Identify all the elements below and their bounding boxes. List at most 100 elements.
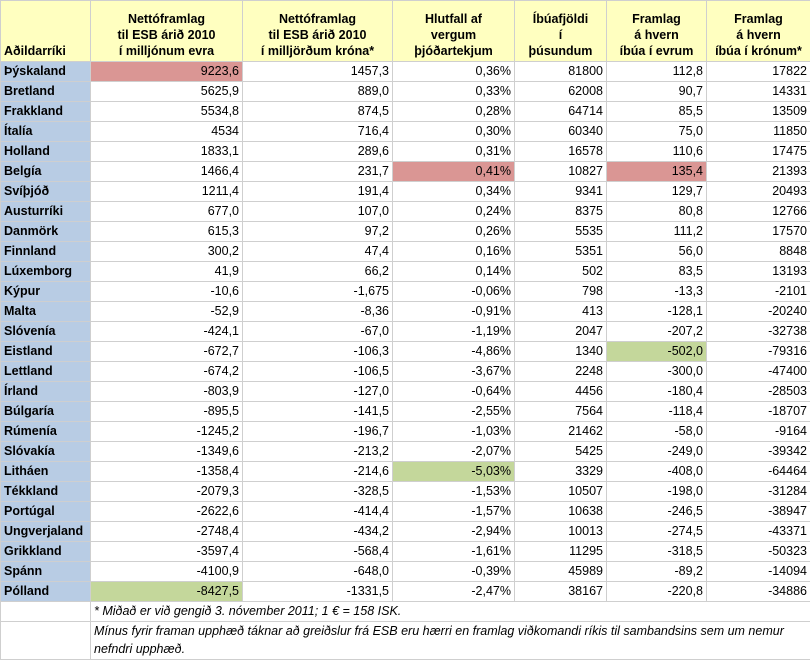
cell-per-capita-eur: 112,8 (606, 61, 707, 82)
cell-population: 64714 (514, 101, 607, 122)
table-row: Kýpur -10,6 -1,675 -0,06% 798 -13,3 -2101 (0, 281, 810, 302)
table-row: Eistland -672,7 -106,3 -4,86% 1340 -502,0 -793… (0, 341, 810, 362)
header-net-eur: Nettóframlag til ESB árið 2010 í milljónum… (90, 0, 243, 62)
cell-gni-share: 0,33% (392, 81, 515, 102)
cell-per-capita-isk: -9164 (706, 421, 810, 442)
header-line: íbúa í evrum (619, 44, 694, 58)
cell-country: Malta (0, 301, 91, 322)
table-row: Spánn -4100,9 -648,0 -0,39% 45989 -89,2 -14094 (0, 561, 810, 582)
cell-country: Lúxemborg (0, 261, 91, 282)
cell-country: Kýpur (0, 281, 91, 302)
cell-gni-share: -2,94% (392, 521, 515, 542)
table-row: Ungverjaland -2748,4 -434,2 -2,94% 10013 -274… (0, 521, 810, 542)
cell-population: 5535 (514, 221, 607, 242)
cell-net-isk: 874,5 (242, 101, 393, 122)
cell-net-eur: -1358,4 (90, 461, 243, 482)
cell-net-isk: -414,4 (242, 501, 393, 522)
cell-per-capita-isk: -64464 (706, 461, 810, 482)
cell-gni-share: -1,03% (392, 421, 515, 442)
cell-net-eur: -10,6 (90, 281, 243, 302)
cell-gni-share: -3,67% (392, 361, 515, 382)
cell-country: Frakkland (0, 101, 91, 122)
cell-population: 413 (514, 301, 607, 322)
cell-per-capita-isk: -31284 (706, 481, 810, 502)
cell-per-capita-isk: 17570 (706, 221, 810, 242)
cell-per-capita-eur: 135,4 (606, 161, 707, 182)
header-line: Nettóframlag (278, 12, 357, 26)
footnote-explanation: Mínus fyrir framan upphæð táknar að grei… (90, 621, 810, 660)
cell-net-isk: -328,5 (242, 481, 393, 502)
cell-per-capita-isk: -28503 (706, 381, 810, 402)
table-row: Frakkland 5534,8 874,5 0,28% 64714 85,5 13509 (0, 101, 810, 122)
cell-population: 38167 (514, 581, 607, 602)
header-population: Íbúafjöldi í þúsundum (514, 0, 607, 62)
cell-net-isk: 231,7 (242, 161, 393, 182)
cell-country: Slóvenía (0, 321, 91, 342)
cell-per-capita-eur: 90,7 (606, 81, 707, 102)
cell-net-isk: 289,6 (242, 141, 393, 162)
cell-gni-share: 0,41% (392, 161, 515, 182)
cell-per-capita-isk: -18707 (706, 401, 810, 422)
cell-country: Grikkland (0, 541, 91, 562)
cell-per-capita-isk: 20493 (706, 181, 810, 202)
footnote-spacer (0, 601, 91, 622)
cell-per-capita-eur: 110,6 (606, 141, 707, 162)
cell-net-isk: -568,4 (242, 541, 393, 562)
table-row: Portúgal -2622,6 -414,4 -1,57% 10638 -246,5 -3… (0, 501, 810, 522)
cell-net-eur: 615,3 (90, 221, 243, 242)
cell-population: 4456 (514, 381, 607, 402)
cell-population: 10013 (514, 521, 607, 542)
footnote-row-rate: * Miðað er við gengið 3. nóvember 2011; … (0, 601, 810, 622)
header-line: Íbúafjöldi (532, 12, 589, 26)
table-row: Rúmenía -1245,2 -196,7 -1,03% 21462 -58,0 -916… (0, 421, 810, 442)
cell-net-eur: -1245,2 (90, 421, 243, 442)
cell-country: Írland (0, 381, 91, 402)
cell-gni-share: -0,06% (392, 281, 515, 302)
table-row: Slóvenía -424,1 -67,0 -1,19% 2047 -207,2 -3273… (0, 321, 810, 342)
cell-country: Rúmenía (0, 421, 91, 442)
cell-net-isk: -213,2 (242, 441, 393, 462)
header-gni-share: Hlutfall af vergum þjóðartekjum (392, 0, 515, 62)
table-row: Danmörk 615,3 97,2 0,26% 5535 111,2 17570 (0, 221, 810, 242)
cell-per-capita-eur: -58,0 (606, 421, 707, 442)
cell-population: 502 (514, 261, 607, 282)
table-row: Litháen -1358,4 -214,6 -5,03% 3329 -408,0 -644… (0, 461, 810, 482)
table-row: Belgía 1466,4 231,7 0,41% 10827 135,4 21393 (0, 161, 810, 182)
cell-per-capita-isk: -79316 (706, 341, 810, 362)
cell-net-eur: 1211,4 (90, 181, 243, 202)
cell-per-capita-eur: 75,0 (606, 121, 707, 142)
cell-gni-share: 0,16% (392, 241, 515, 262)
cell-gni-share: -5,03% (392, 461, 515, 482)
cell-per-capita-eur: -13,3 (606, 281, 707, 302)
cell-gni-share: -4,86% (392, 341, 515, 362)
cell-per-capita-isk: 13193 (706, 261, 810, 282)
cell-per-capita-isk: -34886 (706, 581, 810, 602)
cell-per-capita-isk: -43371 (706, 521, 810, 542)
cell-net-eur: 9223,6 (90, 61, 243, 82)
cell-net-isk: -1331,5 (242, 581, 393, 602)
cell-population: 5351 (514, 241, 607, 262)
header-line: Framlag (734, 12, 783, 26)
table-row: Bretland 5625,9 889,0 0,33% 62008 90,7 14331 (0, 81, 810, 102)
cell-per-capita-eur: -180,4 (606, 381, 707, 402)
cell-per-capita-isk: 17822 (706, 61, 810, 82)
cell-net-isk: 97,2 (242, 221, 393, 242)
cell-population: 9341 (514, 181, 607, 202)
cell-population: 60340 (514, 121, 607, 142)
cell-population: 16578 (514, 141, 607, 162)
cell-country: Tékkland (0, 481, 91, 502)
cell-per-capita-eur: -220,8 (606, 581, 707, 602)
cell-population: 5425 (514, 441, 607, 462)
cell-country: Bretland (0, 81, 91, 102)
cell-gni-share: 0,26% (392, 221, 515, 242)
cell-net-eur: -895,5 (90, 401, 243, 422)
cell-country: Eistland (0, 341, 91, 362)
cell-net-isk: -141,5 (242, 401, 393, 422)
table-row: Írland -803,9 -127,0 -0,64% 4456 -180,4 -28503 (0, 381, 810, 402)
cell-net-eur: -2079,3 (90, 481, 243, 502)
cell-net-isk: -1,675 (242, 281, 393, 302)
cell-population: 2248 (514, 361, 607, 382)
cell-country: Spánn (0, 561, 91, 582)
cell-net-isk: -106,3 (242, 341, 393, 362)
cell-net-eur: 5534,8 (90, 101, 243, 122)
